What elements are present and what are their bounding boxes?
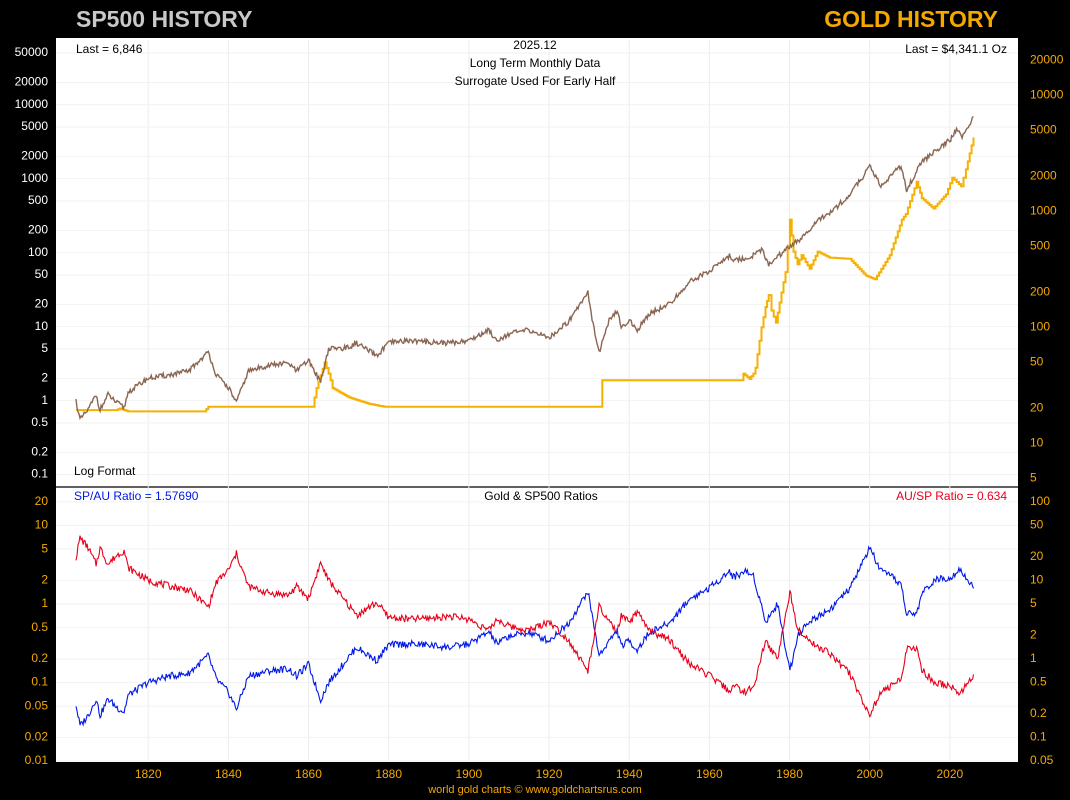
last-gold-label: Last = $4,341.1 Oz: [905, 42, 1007, 56]
gold-y-tick-label: 1000: [1030, 204, 1057, 218]
date-label: 2025.12: [513, 38, 557, 52]
last-sp-label: Last = 6,846: [76, 42, 143, 56]
au-sp-y-tick-label: 100: [1030, 494, 1050, 508]
au-sp-y-tick-label: 0.05: [1030, 753, 1054, 767]
sp-au-y-tick-label: 0.05: [25, 698, 49, 712]
x-tick-label: 2000: [856, 767, 883, 781]
sp500-price-line: [75, 116, 974, 421]
sp500-y-tick-label: 50000: [15, 45, 49, 59]
au-sp-ratio-label: AU/SP Ratio = 0.634: [896, 489, 1007, 503]
sp-au-ratio-label: SP/AU Ratio = 1.57690: [74, 489, 199, 503]
sp500-y-tick-label: 2: [41, 370, 48, 384]
sp500-y-tick-label: 500: [28, 193, 48, 207]
gold-history-title: GOLD HISTORY: [824, 6, 998, 32]
sp500-y-tick-label: 1: [41, 393, 48, 407]
sp500-y-tick-label: 20: [35, 297, 49, 311]
x-tick-label: 1960: [696, 767, 723, 781]
gold-y-tick-label: 10000: [1030, 88, 1064, 102]
x-tick-label: 1880: [375, 767, 402, 781]
gold-y-tick-label: 2000: [1030, 169, 1057, 183]
sp500-y-tick-label: 1000: [21, 171, 48, 185]
x-tick-label: 1840: [215, 767, 242, 781]
gold-y-tick-label: 100: [1030, 320, 1050, 334]
sp500-y-tick-label: 50: [35, 267, 49, 281]
au-sp-y-tick-label: 2: [1030, 627, 1037, 641]
gold-price-line: [76, 137, 975, 413]
sp500-y-tick-label: 10: [35, 319, 49, 333]
gold-y-tick-label: 200: [1030, 285, 1050, 299]
x-tick-label: 2020: [937, 767, 964, 781]
sp-au-y-tick-label: 0.2: [31, 651, 48, 665]
subtitle-monthly: Long Term Monthly Data: [470, 56, 601, 70]
sp-au-y-tick-label: 2: [41, 573, 48, 587]
sp500-y-tick-label: 2000: [21, 149, 48, 163]
sp500-y-tick-label: 5: [41, 341, 48, 355]
gold-y-tick-label: 10: [1030, 436, 1044, 450]
sp-au-y-tick-label: 0.5: [31, 620, 48, 634]
footer-credit: world gold charts © www.goldchartsrus.co…: [428, 784, 642, 796]
gold-y-tick-label: 20: [1030, 401, 1044, 415]
sp500-y-tick-label: 20000: [15, 75, 49, 89]
sp-au-y-tick-label: 0.01: [25, 753, 49, 767]
subtitle-surrogate: Surrogate Used For Early Half: [455, 74, 616, 88]
sp-au-y-tick-label: 0.02: [25, 730, 49, 744]
gold-y-tick-label: 5: [1030, 471, 1037, 485]
x-tick-label: 1980: [776, 767, 803, 781]
au-sp-y-tick-label: 5: [1030, 596, 1037, 610]
sp-au-y-tick-label: 1: [41, 596, 48, 610]
sp-au-y-tick-label: 0.1: [31, 675, 48, 689]
au-sp-y-tick-label: 1: [1030, 651, 1037, 665]
au-sp-y-tick-label: 10: [1030, 573, 1044, 587]
gold-y-tick-label: 5000: [1030, 122, 1057, 136]
sp-au-y-tick-label: 5: [41, 541, 48, 555]
sp500-y-tick-label: 0.1: [31, 467, 48, 481]
sp500-y-tick-label: 0.5: [31, 415, 48, 429]
sp500-y-tick-label: 10000: [15, 97, 49, 111]
au-sp-y-tick-label: 50: [1030, 518, 1044, 532]
gold-y-tick-label: 50: [1030, 355, 1044, 369]
gold-y-tick-label: 20000: [1030, 53, 1064, 67]
ratios-title: Gold & SP500 Ratios: [484, 489, 597, 503]
au-sp-y-tick-label: 0.1: [1030, 730, 1047, 744]
x-tick-label: 1860: [295, 767, 322, 781]
au-sp-ratio-line: [75, 535, 975, 718]
sp500-y-tick-label: 200: [28, 223, 48, 237]
log-format-note: Log Format: [74, 464, 136, 478]
sp-au-ratio-line: [75, 545, 975, 727]
sp500-y-tick-label: 5000: [21, 119, 48, 133]
au-sp-y-tick-label: 20: [1030, 549, 1044, 563]
sp-au-y-tick-label: 10: [35, 518, 49, 532]
x-tick-label: 1940: [616, 767, 643, 781]
au-sp-y-tick-label: 0.5: [1030, 675, 1047, 689]
sp500-y-tick-label: 0.2: [31, 444, 48, 458]
sp500-history-title: SP500 HISTORY: [76, 6, 253, 32]
x-tick-label: 1920: [536, 767, 563, 781]
gold-y-tick-label: 500: [1030, 239, 1050, 253]
plot-background: [56, 38, 1018, 762]
x-tick-label: 1820: [135, 767, 162, 781]
au-sp-y-tick-label: 0.2: [1030, 706, 1047, 720]
x-tick-label: 1900: [456, 767, 483, 781]
sp-au-y-tick-label: 20: [35, 494, 49, 508]
sp500-y-tick-label: 100: [28, 245, 48, 259]
